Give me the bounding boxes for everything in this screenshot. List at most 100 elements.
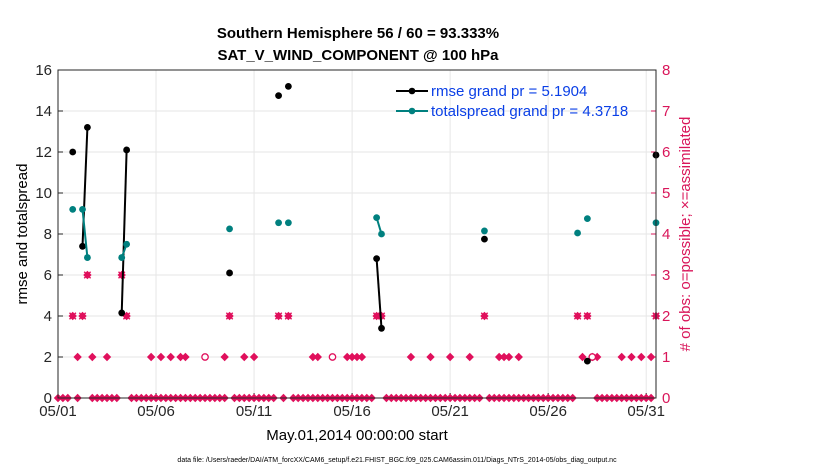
y-right-tick-label: 1	[662, 349, 670, 366]
obs-possible-marker	[514, 352, 523, 362]
chart-title: Southern Hemisphere 56 / 60 = 93.333%	[217, 25, 499, 42]
obs-assimilated-marker	[83, 271, 92, 279]
x-tick-label: 05/26	[529, 403, 567, 420]
totalspread-point	[574, 229, 581, 237]
obs-possible-marker	[156, 352, 166, 362]
obs-assimilated-stroke	[583, 312, 592, 320]
rmse-point	[378, 324, 385, 332]
y-right-tick-label: 4	[662, 226, 670, 243]
totalspread-point	[84, 254, 91, 261]
rmse-point	[84, 124, 91, 131]
obs-possible-marker	[102, 352, 112, 362]
obs-assimilated-stroke	[573, 312, 582, 320]
rmse-point	[284, 83, 292, 90]
y-right-tick-label: 0	[662, 390, 670, 407]
obs-possible-marker	[347, 352, 357, 362]
obs-assimilated-stroke	[83, 271, 92, 279]
y-left-tick-label: 12	[35, 144, 52, 161]
obs-possible-marker	[342, 352, 352, 362]
obs-possible-marker	[578, 352, 587, 362]
x-axis-ticks: 05/01 05/06 05/11 05/16 05/21 05/26 05/31	[39, 393, 665, 420]
totalspread-point	[69, 206, 77, 213]
y-left-tick-label: 10	[35, 185, 52, 202]
rmse-point	[226, 269, 233, 277]
legend-rmse-marker	[408, 87, 416, 95]
totalspread-point	[583, 215, 591, 223]
y-axis-label-left: rmse and totalspread	[14, 164, 31, 305]
obs-possible-open-marker	[588, 353, 597, 361]
x-tick-label: 05/06	[137, 403, 175, 420]
obs-assimilated-marker	[69, 312, 77, 320]
y-left-tick-label: 4	[44, 308, 52, 325]
obs-possible-marker	[646, 352, 656, 362]
obs-possible-marker	[166, 352, 175, 362]
x-tick-label: 05/16	[333, 403, 371, 420]
obs-possible-marker	[73, 352, 82, 362]
obs-assimilated-marker	[480, 312, 489, 320]
obs-assimilated-stroke	[480, 312, 489, 320]
y-left-tick-label: 6	[44, 267, 52, 284]
obs-assimilated-marker	[573, 312, 582, 320]
obs-assimilated-marker	[274, 312, 283, 320]
y-right-tick-label: 5	[662, 185, 670, 202]
y-left-tick-label: 16	[35, 62, 52, 79]
obs-possible-marker	[181, 352, 190, 362]
obs-possible-marker	[445, 352, 455, 362]
obs-possible-marker	[617, 352, 626, 362]
obs-possible-marker	[406, 352, 416, 362]
obs-possible-marker	[249, 352, 259, 362]
totalspread-point	[79, 206, 86, 213]
obs-assimilated-marker	[284, 312, 293, 320]
obs-assimilated-stroke	[78, 312, 87, 320]
legend-spread-label: totalspread grand pr = 4.3718	[431, 103, 628, 120]
legend: rmse grand pr = 5.1904 totalspread grand…	[396, 83, 628, 120]
totalspread-point	[481, 227, 488, 235]
obs-possible-marker	[88, 352, 97, 362]
plot-frame	[57, 69, 657, 399]
x-tick-label: 05/11	[236, 403, 272, 420]
rmse-line	[375, 258, 383, 329]
totalspread-point	[373, 214, 381, 222]
obs-assimilated-marker	[78, 312, 87, 320]
obs-assimilated-stroke	[284, 312, 293, 320]
rmse-point	[118, 309, 126, 317]
y-left-tick-label: 14	[35, 103, 52, 120]
totalspread-point	[378, 230, 385, 238]
totalspread-line	[81, 209, 89, 258]
obs-assimilated-stroke	[225, 312, 234, 320]
obs-assimilated-stroke	[69, 312, 77, 320]
totalspread-point	[284, 219, 292, 227]
chart-subtitle: SAT_V_WIND_COMPONENT @ 100 hPa	[217, 47, 499, 64]
obs-possible-marker	[637, 352, 646, 362]
rmse-line	[120, 149, 128, 313]
rmse-point	[373, 255, 381, 262]
totalspread-point	[226, 225, 233, 233]
totalspread-point	[275, 219, 282, 227]
obs-possible-marker	[426, 352, 435, 362]
x-tick-label: 05/21	[431, 403, 469, 420]
rmse-point	[79, 242, 86, 250]
y-right-tick-label: 8	[662, 62, 670, 79]
x-tick-label: 05/31	[627, 403, 665, 420]
obs-possible-marker	[352, 352, 362, 362]
obs-assimilated-marker	[583, 312, 592, 320]
rmse-point	[275, 92, 282, 100]
obs-possible-marker	[313, 352, 322, 362]
y-left-tick-label: 2	[44, 349, 52, 366]
obs-possible-marker	[504, 352, 514, 362]
left-axis-ticks: 0 2 4 6 8 10 12 14 16	[35, 62, 63, 407]
grid	[58, 70, 656, 398]
totalspread-point	[123, 240, 131, 248]
obs-assimilated-stroke	[274, 312, 283, 320]
obs-possible-marker	[176, 352, 185, 362]
rmse-point	[123, 146, 131, 154]
rmse-point	[69, 148, 77, 156]
y-axis-label-right: # of obs: o=possible; ×=assimilated	[677, 117, 694, 352]
obs-possible-marker	[146, 352, 156, 362]
x-axis-label: May.01,2014 00:00:00 start	[266, 427, 448, 444]
y-right-tick-label: 6	[662, 144, 670, 161]
obs-possible-marker	[465, 352, 474, 362]
obs-possible-open-marker	[201, 353, 209, 361]
